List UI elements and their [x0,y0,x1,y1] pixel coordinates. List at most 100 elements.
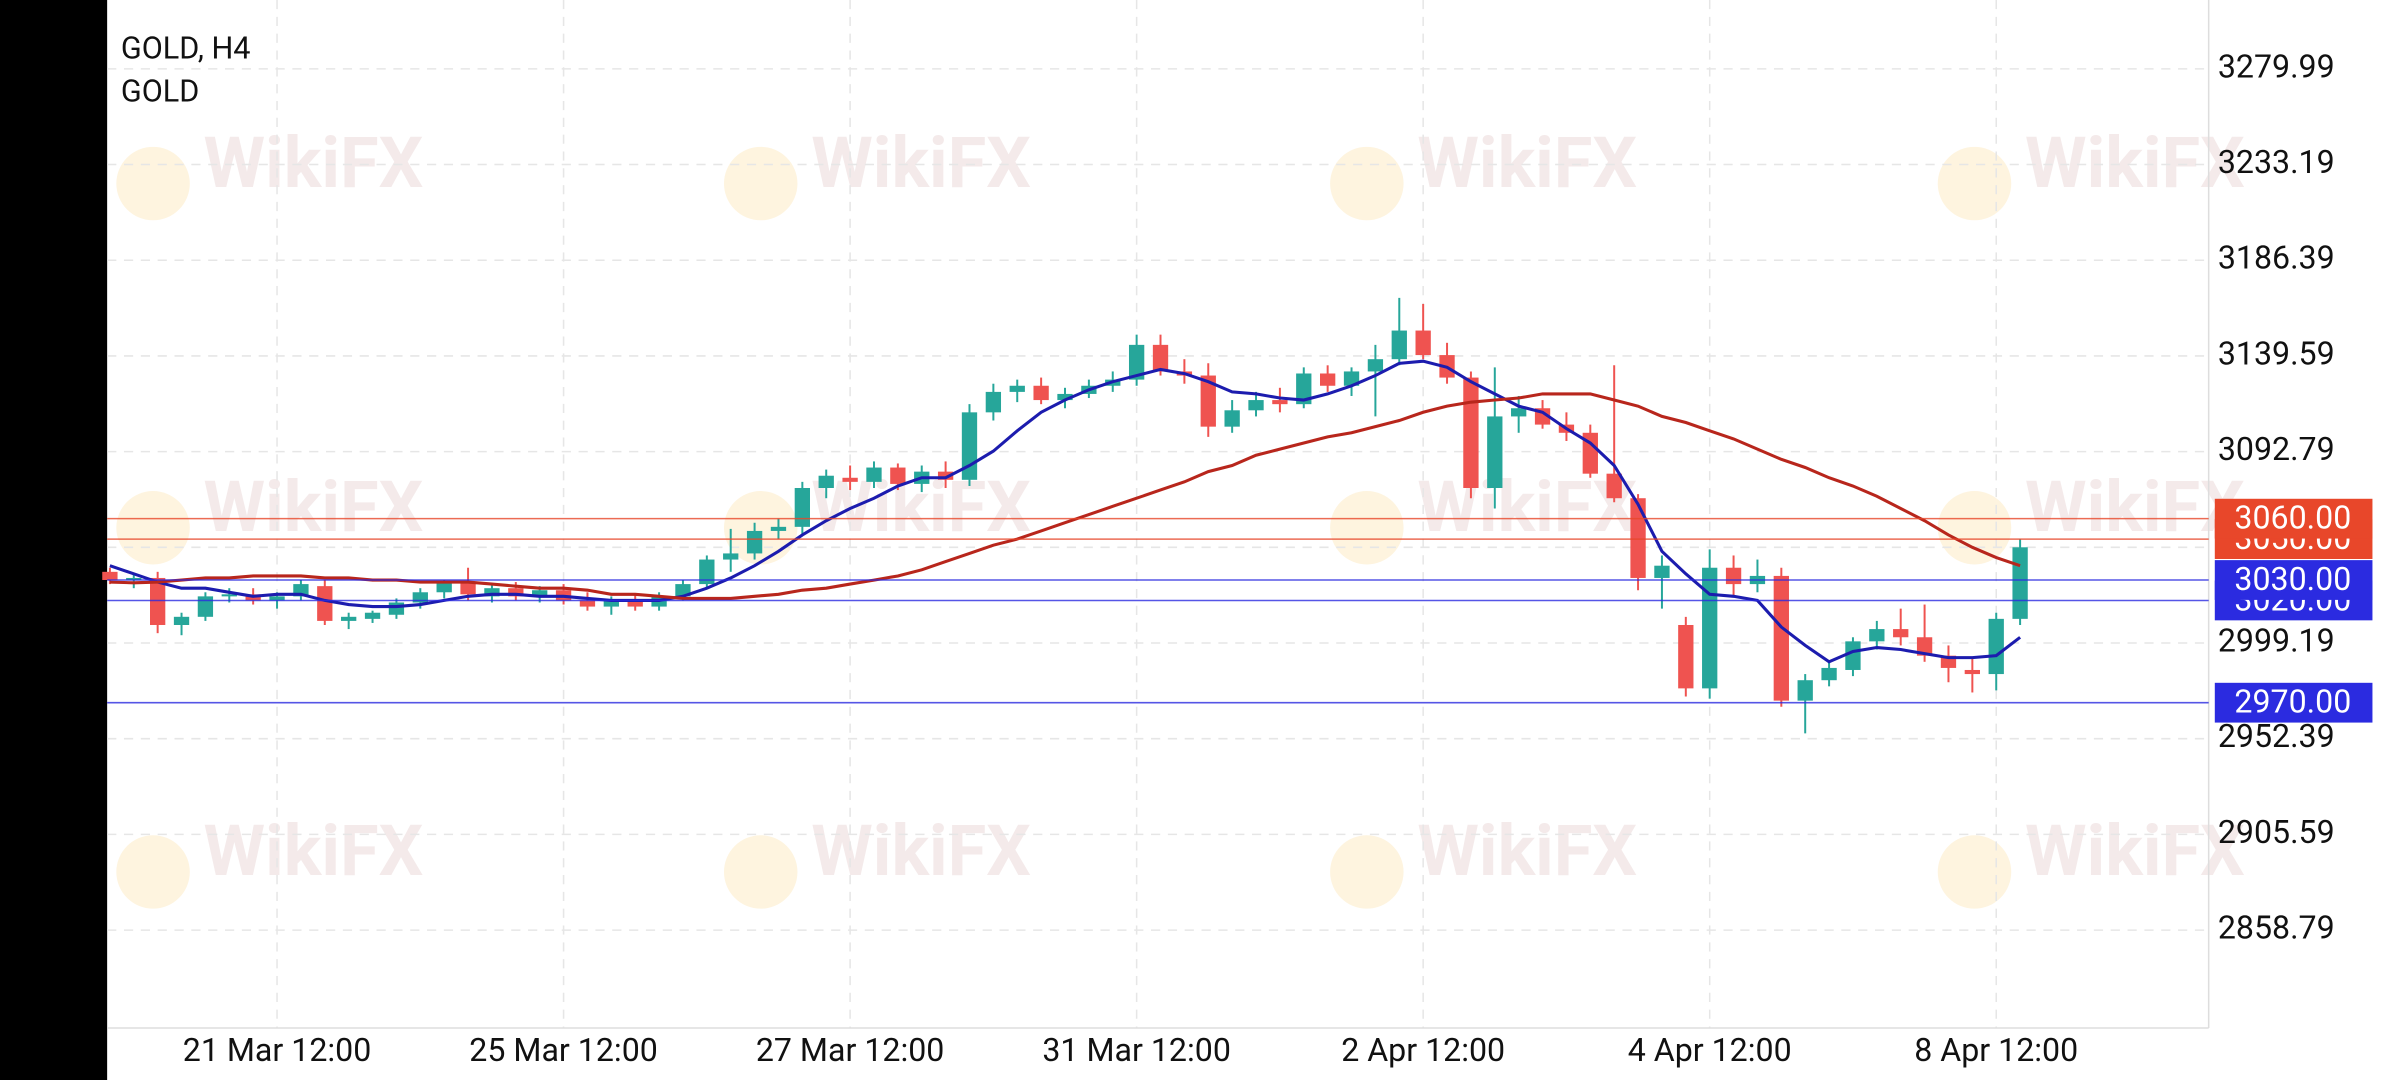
price-label-box [2214,498,2373,539]
candle-body [818,475,834,488]
price-label: 2970.00 [2234,683,2351,721]
candle-body [675,584,691,597]
watermark-text: WikiFX [1417,467,1637,549]
candle-body [794,487,810,527]
candle-body [1845,641,1861,670]
candle-body [1272,400,1288,405]
candle-body [150,577,166,625]
candle-body [1343,371,1360,386]
candle-body [197,596,214,617]
watermark-text: WikiFX [2025,811,2245,893]
y-tick-label: 2952.39 [2218,717,2335,755]
candle-body [436,582,452,593]
candle-body [603,600,619,607]
y-tick-label: 3139.59 [2218,334,2335,372]
candle-body [1224,410,1240,427]
watermark-icon [116,491,190,565]
candle-body [1511,408,1527,417]
x-tick-label: 31 Mar 12:00 [1042,1031,1231,1069]
price-label-box [2214,560,2373,600]
candle-body [484,588,500,597]
candle-body [1916,637,1933,656]
candle-body [1391,330,1407,360]
candle-body [1893,629,1909,638]
candle-body [985,391,1002,413]
candle-body [221,594,237,597]
candle-body [1248,400,1264,411]
y-tick-label: 3279.99 [2218,47,2335,85]
candle-body [1606,473,1622,499]
candle-body [1296,373,1312,405]
y-tick-label: 2905.59 [2218,813,2335,851]
y-tick-label: 3092.79 [2218,430,2335,468]
chart-subtitle: GOLD [121,74,199,109]
candle-body [460,582,476,595]
watermark-icon [1937,146,2012,221]
candle-body [388,602,405,615]
y-tick-label: 2858.79 [2218,909,2335,947]
watermark-text: WikiFX [204,811,424,893]
price-label: 3030.00 [2234,560,2351,598]
candle-body [173,616,190,625]
x-tick-label: 8 Apr 12:00 [1914,1031,2078,1069]
x-tick-label: 27 Mar 12:00 [756,1031,945,1069]
candle-body [1367,359,1384,372]
y-tick-label: 2999.19 [2218,621,2335,659]
x-tick-label: 25 Mar 12:00 [469,1031,658,1069]
x-tick-label: 2 Apr 12:00 [1341,1031,1505,1069]
candle-body [746,530,763,554]
candle-body [937,471,954,480]
candle-body [1200,375,1216,427]
watermark-text: WikiFX [1417,811,1637,893]
candle-body [102,571,118,581]
candle-body [126,577,142,581]
candle-body [699,559,715,585]
watermark-text: WikiFX [811,811,1031,893]
candle-body [1415,330,1431,356]
candle-body [2012,547,2028,619]
candle-body [317,586,333,621]
watermark-icon [1937,835,2012,909]
watermark-icon [723,146,798,221]
price-label-box [2214,682,2373,723]
x-tick-label: 4 Apr 12:00 [1628,1031,1792,1069]
candle-body [1964,669,1980,675]
candle-body [269,596,285,601]
watermark-icon [1330,146,1404,221]
candle-body [1582,432,1598,474]
y-tick-label: 3186.39 [2218,239,2335,277]
y-tick-label: 3233.19 [2218,143,2335,181]
watermark-icon [723,835,798,909]
candle-body [364,612,381,619]
candle-body [1009,385,1025,392]
candle-body [723,553,739,560]
candle-body [1797,680,1813,701]
candle-body [842,477,858,482]
watermark-text: WikiFX [2025,467,2245,549]
left-bar [0,0,108,1080]
watermark-icon [1330,835,1404,909]
moving-average [109,392,2021,600]
candle-body [1128,344,1145,380]
candle-body [341,616,357,621]
watermark-text: WikiFX [204,467,424,549]
watermarks: WikiFX WikiFX WikiFX WikiFX WikiFX WikiFX Wiki… [116,123,2245,909]
watermark-icon [116,835,190,909]
candle-body [1678,624,1694,689]
candle-body [1821,667,1837,681]
candle-body [1152,344,1169,372]
watermark-icon [723,491,798,565]
candle-body [1033,385,1049,401]
x-tick-label: 21 Mar 12:00 [183,1031,372,1069]
chart-title: GOLD, H4 [121,32,251,67]
candle-body [627,600,643,607]
candle-body [412,592,428,603]
candle-body [1773,575,1789,701]
candle-body [890,467,906,484]
price-label: 3060.00 [2234,499,2351,537]
candle-body [866,467,882,482]
moving-average [109,359,2022,664]
